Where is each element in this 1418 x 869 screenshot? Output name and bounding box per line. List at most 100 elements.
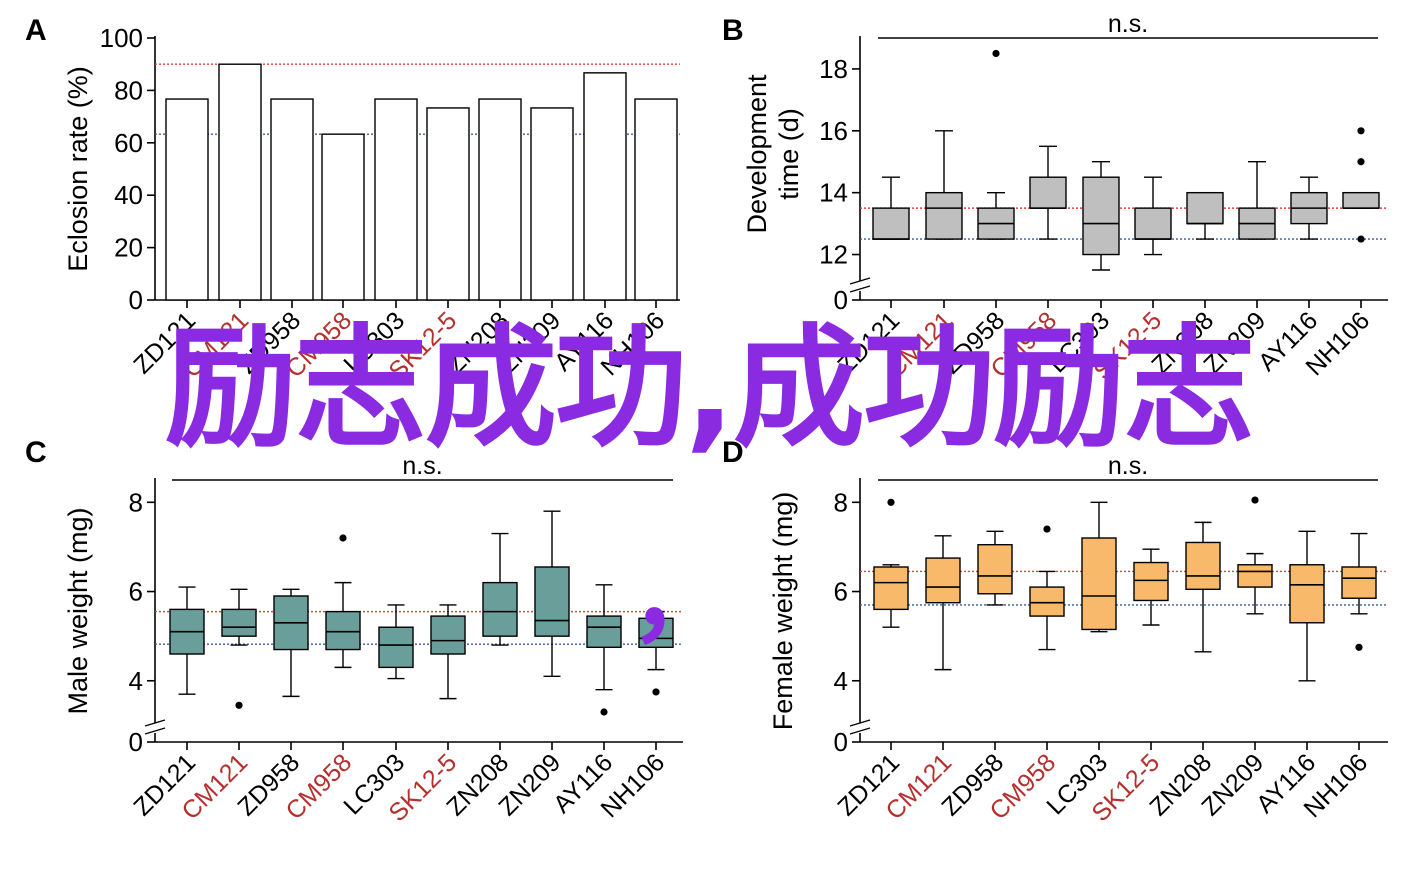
box-iqr <box>1134 207 1172 240</box>
outlier-point <box>1357 158 1365 166</box>
box-iqr <box>925 557 961 604</box>
y-tick-label: 0 <box>129 285 143 315</box>
outlier-point <box>992 49 1000 58</box>
box-ay116 <box>1289 530 1325 682</box>
box-lc303 <box>1082 161 1120 271</box>
box-iqr <box>872 207 910 240</box>
box-sk12-5 <box>430 604 466 700</box>
axis-break-mark <box>144 727 166 735</box>
axis-break-gap <box>149 723 161 733</box>
outlier-point <box>235 701 243 709</box>
bar <box>218 63 262 301</box>
box-iqr <box>1029 586 1065 617</box>
y-tick-label-zero: 0 <box>129 727 143 757</box>
box-iqr <box>1341 566 1377 599</box>
box-zd958 <box>977 530 1013 606</box>
bar <box>478 98 522 301</box>
y-tick-label-zero: 0 <box>834 285 848 315</box>
axis-break-mark <box>144 719 166 727</box>
panel-letter: C <box>25 436 47 469</box>
box-iqr <box>534 566 570 637</box>
y-tick-label: 4 <box>834 666 848 696</box>
panel-letter: B <box>722 14 744 47</box>
box-cm121 <box>925 130 963 240</box>
box-iqr <box>430 615 466 655</box>
box-iqr <box>977 543 1013 595</box>
significance-label: n.s. <box>1108 10 1148 38</box>
box-sk12-5 <box>1134 176 1172 256</box>
box-zn209 <box>534 510 570 678</box>
box-zd958 <box>977 49 1015 240</box>
y-tick-label: 20 <box>114 233 143 263</box>
y-tick-label: 8 <box>834 487 848 517</box>
box-zd958 <box>273 588 309 698</box>
y-tick-label: 100 <box>100 23 143 53</box>
panel-letter: A <box>25 14 47 47</box>
outlier-point <box>1043 525 1051 533</box>
box-zn208 <box>1185 521 1221 653</box>
axis-break-mark <box>849 727 871 735</box>
y-tick-label: 6 <box>834 577 848 607</box>
box-nh106 <box>638 610 674 696</box>
y-axis-label: Development <box>742 74 772 234</box>
box-cm121 <box>925 535 961 671</box>
box-nh106 <box>1341 532 1377 651</box>
y-tick-label: 40 <box>114 180 143 210</box>
panel-letter: D <box>722 436 744 469</box>
bar <box>530 107 574 301</box>
box-cm958 <box>1029 525 1065 651</box>
y-tick-label: 16 <box>819 116 848 146</box>
box-zd121 <box>873 498 909 628</box>
box-iqr <box>638 617 674 649</box>
y-axis-label: Female weight (mg) <box>768 492 798 731</box>
box-zn209 <box>1237 496 1273 615</box>
box-cm958 <box>325 534 361 669</box>
box-zn209 <box>1238 161 1276 240</box>
y-axis-label: time (d) <box>774 108 804 200</box>
box-iqr <box>586 615 622 649</box>
outlier-point <box>600 708 608 716</box>
significance-label: n.s. <box>402 452 442 480</box>
outlier-point <box>1251 496 1259 504</box>
box-iqr <box>1237 564 1273 588</box>
box-iqr <box>1186 191 1224 225</box>
box-lc303 <box>378 604 414 680</box>
outlier-point <box>339 534 347 542</box>
axis-break-mark <box>849 719 871 727</box>
y-tick-label: 80 <box>114 75 143 105</box>
box-iqr <box>221 608 257 637</box>
axis-break-mark <box>849 277 871 285</box>
y-tick-label: 14 <box>819 178 848 208</box>
box-iqr <box>1082 176 1120 256</box>
significance-label: n.s. <box>1108 452 1148 480</box>
box-iqr <box>873 566 909 611</box>
bar <box>165 98 209 301</box>
box-nh106 <box>1342 127 1380 243</box>
y-tick-label: 12 <box>819 240 848 270</box>
box-iqr <box>378 626 414 669</box>
y-tick-label: 60 <box>114 128 143 158</box>
box-iqr <box>325 610 361 651</box>
bar <box>634 98 678 301</box>
axis-break-gap <box>854 723 866 733</box>
bar <box>321 133 365 301</box>
bar <box>583 72 627 301</box>
box-iqr <box>482 581 518 637</box>
bar <box>270 98 314 301</box>
outlier-point <box>652 688 660 696</box>
y-axis-label: Eclosion rate (%) <box>63 66 93 272</box>
box-iqr <box>925 191 963 240</box>
box-zd121 <box>169 586 205 695</box>
y-tick-label: 4 <box>129 666 143 696</box>
box-cm121 <box>221 588 257 709</box>
box-lc303 <box>1081 501 1117 633</box>
box-zn208 <box>1186 191 1224 240</box>
box-cm958 <box>1029 145 1067 240</box>
bar <box>374 98 418 301</box>
bar <box>426 107 470 301</box>
y-tick-label: 6 <box>129 577 143 607</box>
